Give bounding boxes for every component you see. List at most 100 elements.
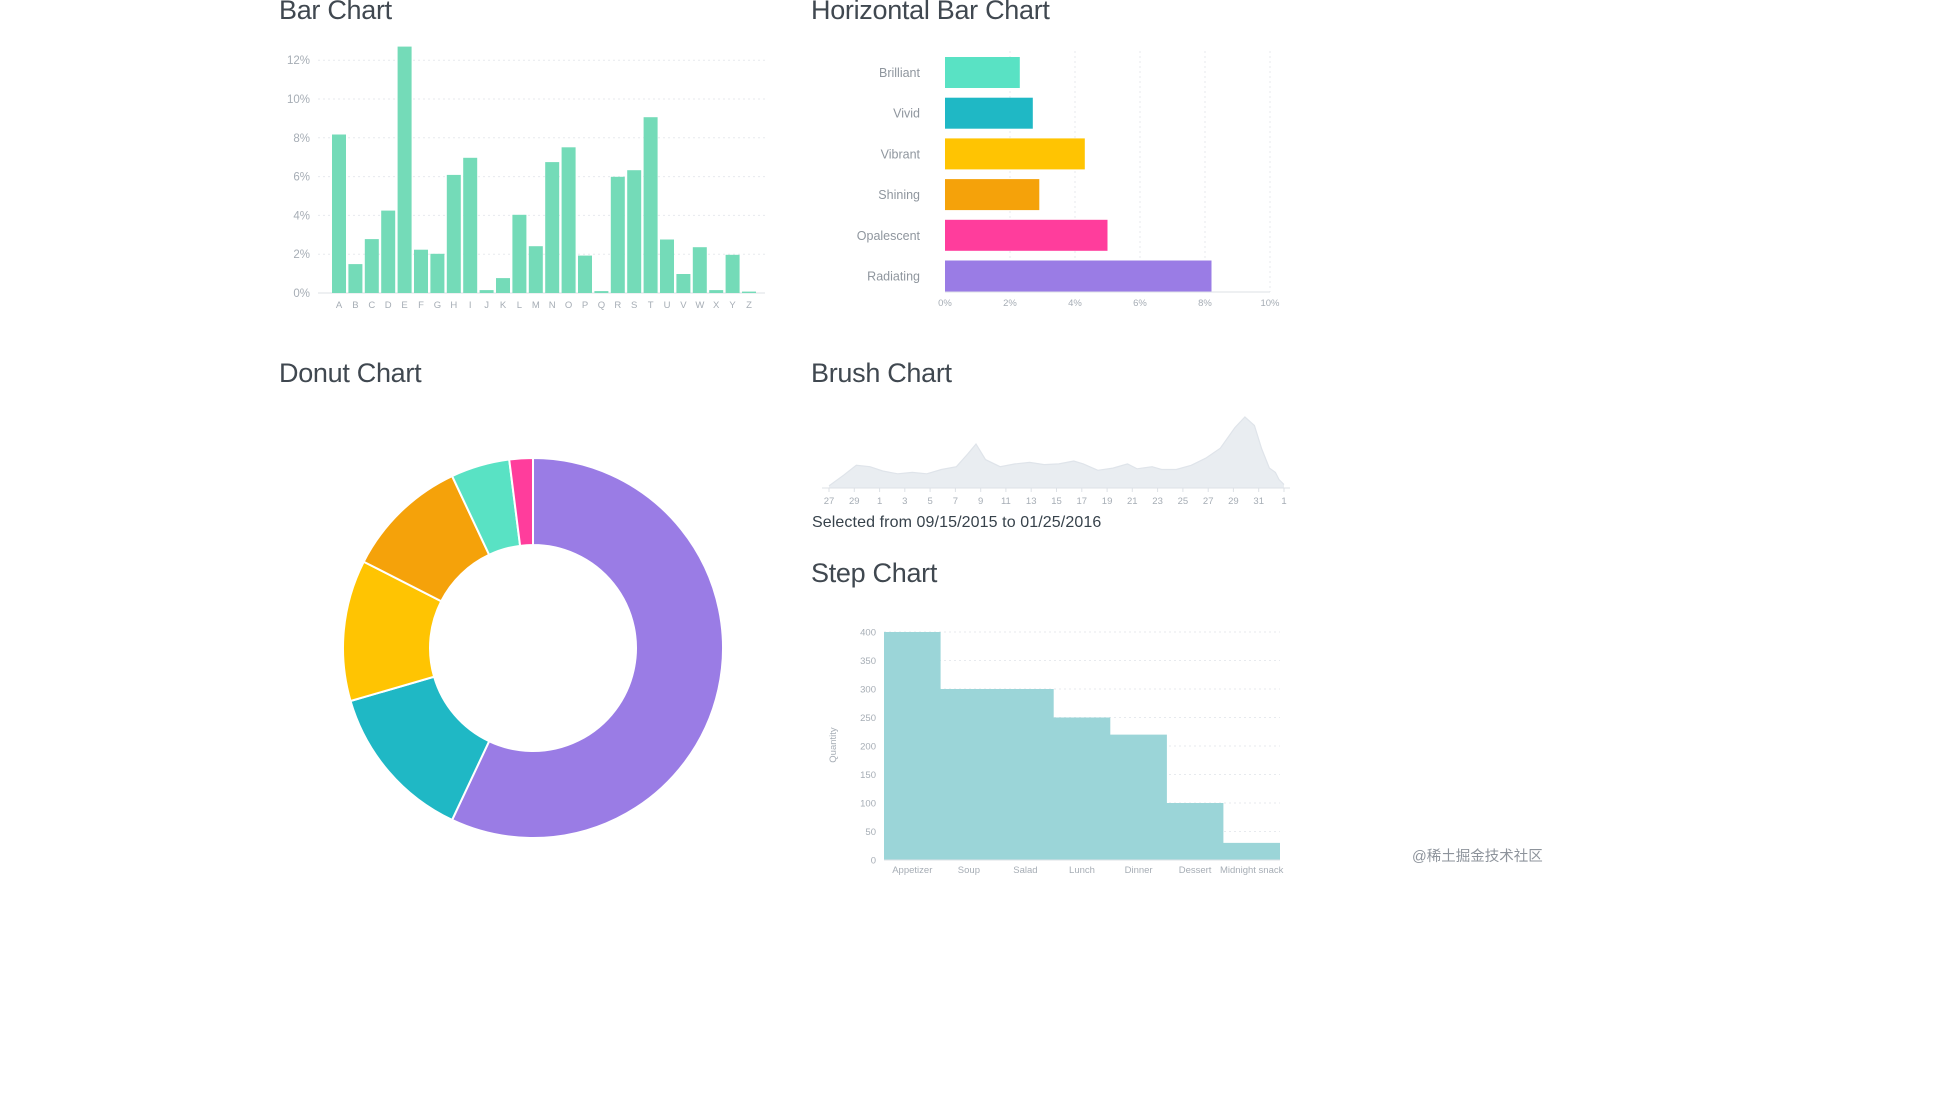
brush-area-line [828, 416, 1285, 487]
x-tick-label: 19 [1102, 496, 1113, 507]
bar[interactable] [561, 147, 576, 293]
y-tick-label: 12% [287, 55, 310, 67]
bar[interactable] [627, 170, 642, 293]
bar[interactable] [348, 264, 363, 293]
horizontal-bar-chart-title: Horizontal Bar Chart [811, 0, 1050, 25]
bar[interactable] [945, 57, 1020, 88]
bar[interactable] [594, 291, 609, 293]
bar[interactable] [945, 260, 1212, 292]
bar[interactable] [364, 239, 379, 293]
bar[interactable] [545, 162, 560, 293]
watermark: @稀土掘金技术社区 [1412, 849, 1543, 865]
bar[interactable] [397, 46, 412, 293]
bar[interactable] [381, 210, 396, 293]
x-tick-label: P [582, 300, 588, 311]
bar[interactable] [414, 249, 428, 293]
bar[interactable] [512, 214, 527, 293]
step-area[interactable] [884, 632, 1280, 860]
bar[interactable] [725, 254, 740, 293]
brush-chart-title: Brush Chart [811, 358, 952, 388]
y-tick-label: 50 [865, 827, 876, 838]
bar[interactable] [709, 290, 724, 293]
y-tick-label: 2% [293, 249, 310, 261]
bar[interactable] [660, 239, 674, 294]
x-tick-label: J [484, 300, 489, 311]
x-tick-label: Salad [1013, 865, 1037, 876]
x-tick-label: 9 [978, 496, 983, 507]
bar[interactable] [610, 176, 625, 293]
x-tick-label: Y [729, 300, 736, 311]
x-tick-label: I [469, 300, 472, 311]
x-tick-label: 5 [927, 496, 932, 507]
y-tick-label: 350 [860, 656, 876, 667]
bar[interactable] [945, 179, 1040, 211]
donut-chart-title: Donut Chart [279, 358, 422, 388]
bar[interactable] [643, 117, 658, 293]
category-label: Vibrant [881, 147, 921, 161]
bar[interactable] [463, 157, 478, 293]
x-tick-label: A [336, 300, 343, 311]
x-tick-label: 25 [1178, 496, 1189, 507]
bar[interactable] [945, 97, 1033, 129]
x-tick-label: L [517, 300, 522, 311]
bar[interactable] [578, 255, 592, 293]
x-tick-label: M [532, 300, 540, 311]
bar[interactable] [332, 134, 346, 294]
donut-chart-canvas[interactable] [338, 453, 728, 843]
y-tick-label: 8% [293, 133, 310, 145]
horizontal-bar-chart-canvas[interactable]: 0% 2% 4% 6% 8% 10% Brilliant Vivid Vibrant Shinin… [812, 43, 1297, 315]
x-tick-label: 27 [1203, 496, 1214, 507]
x-tick-label: 2% [1003, 298, 1017, 309]
y-tick-label: 0% [293, 288, 310, 300]
brush-chart-canvas[interactable]: 27 29 1 3 5 7 9 11 13 15 17 19 21 23 25 27 29 31 1 [812, 404, 1297, 509]
category-label: Opalescent [857, 229, 921, 243]
x-tick-label: 13 [1026, 496, 1037, 507]
bar[interactable] [692, 247, 707, 293]
category-label: Brilliant [879, 66, 921, 80]
donut-slice[interactable] [508, 456, 534, 547]
x-tick-label: Lunch [1069, 865, 1095, 876]
x-tick-label: 3 [902, 496, 907, 507]
bar[interactable] [446, 174, 461, 293]
bar[interactable] [479, 290, 494, 293]
x-tick-label: 29 [1228, 496, 1239, 507]
y-tick-label: 300 [860, 685, 876, 696]
x-tick-label: D [385, 300, 392, 311]
brush-selection-text: Selected from 09/15/2015 to 01/25/2016 [812, 514, 1102, 531]
x-tick-label: C [368, 300, 375, 311]
x-tick-label: 29 [849, 496, 860, 507]
x-tick-label: 23 [1152, 496, 1163, 507]
bar[interactable] [945, 219, 1108, 251]
bar[interactable] [676, 274, 691, 293]
x-tick-label: 1 [1281, 496, 1286, 507]
step-chart-title: Step Chart [811, 558, 938, 588]
x-tick-label: 15 [1051, 496, 1062, 507]
bar-chart-title: Bar Chart [279, 0, 392, 25]
step-chart-canvas[interactable]: 0 50 100 150 200 250 300 350 400 Appetizer Soup Sal… [818, 620, 1290, 882]
category-label: Shining [878, 188, 920, 202]
x-tick-label: U [664, 300, 671, 311]
y-tick-label: 4% [293, 210, 310, 222]
bar-chart-canvas[interactable]: 0% 2% 4% 6% 8% 10% 12% A B C D E F G H I J K L M N O P Q R S T U V W X… [270, 43, 770, 315]
x-tick-label: S [631, 300, 637, 311]
x-tick-label: 7 [953, 496, 958, 507]
x-tick-label: Z [746, 300, 752, 311]
bar[interactable] [430, 253, 445, 293]
x-tick-label: Soup [958, 865, 980, 876]
donut-slice[interactable] [450, 456, 724, 839]
bar[interactable] [496, 278, 510, 293]
x-tick-label: Appetizer [892, 865, 932, 876]
brush-area[interactable] [829, 417, 1284, 488]
bar[interactable] [945, 138, 1085, 170]
x-tick-label: 21 [1127, 496, 1138, 507]
bar[interactable] [742, 291, 756, 293]
x-tick-label: N [549, 300, 556, 311]
bar[interactable] [528, 246, 543, 293]
x-tick-label: W [695, 300, 704, 311]
x-tick-label: 4% [1068, 298, 1082, 309]
x-tick-label: Dinner [1125, 865, 1153, 876]
x-tick-label: E [401, 300, 407, 311]
x-tick-label: X [713, 300, 720, 311]
x-tick-label: H [450, 300, 457, 311]
x-tick-label: 11 [1001, 496, 1011, 507]
